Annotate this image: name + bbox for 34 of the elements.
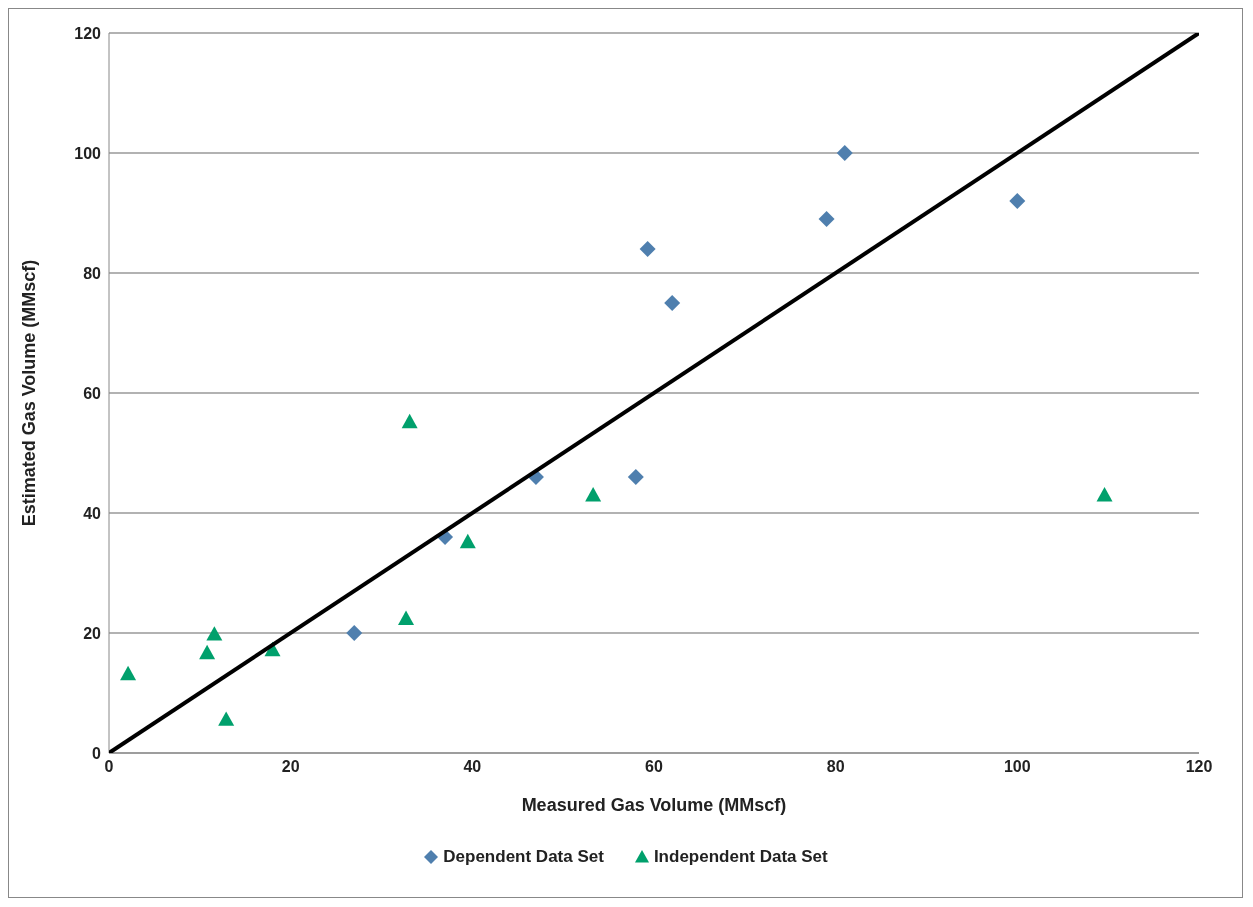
point <box>459 533 476 549</box>
x-tick-label: 100 <box>1003 758 1031 776</box>
point <box>818 211 835 227</box>
x-tick-label: 0 <box>104 758 114 776</box>
y-tick-label: 80 <box>83 264 102 282</box>
point <box>218 711 235 726</box>
x-tick-label: 40 <box>463 758 482 776</box>
point <box>206 626 223 641</box>
y-tick-label: 100 <box>74 144 102 162</box>
legend-label: Dependent Data Set <box>443 847 604 867</box>
point <box>664 295 681 311</box>
point <box>836 145 853 161</box>
point <box>346 625 363 641</box>
y-tick-label: 0 <box>92 744 102 762</box>
x-tick-label: 20 <box>281 758 300 776</box>
x-tick-label: 60 <box>645 758 663 776</box>
y-tick-label: 20 <box>83 624 102 642</box>
point <box>401 413 418 429</box>
point <box>1009 193 1026 209</box>
point <box>627 469 644 485</box>
y-tick-label: 120 <box>74 24 102 42</box>
point <box>120 665 137 681</box>
y-tick-label: 60 <box>83 384 102 402</box>
point <box>199 644 216 660</box>
y-axis-title: Estimated Gas Volume (MMscf) <box>19 259 40 527</box>
point <box>585 487 602 502</box>
point <box>398 610 415 625</box>
x-axis-title: Measured Gas Volume (MMscf) <box>521 795 787 815</box>
point <box>1096 487 1113 502</box>
point <box>639 241 656 257</box>
x-tick-label: 80 <box>826 758 845 776</box>
x-tick-label: 120 <box>1185 758 1213 776</box>
y-tick-label: 40 <box>83 504 102 522</box>
legend-label: Independent Data Set <box>653 847 828 867</box>
